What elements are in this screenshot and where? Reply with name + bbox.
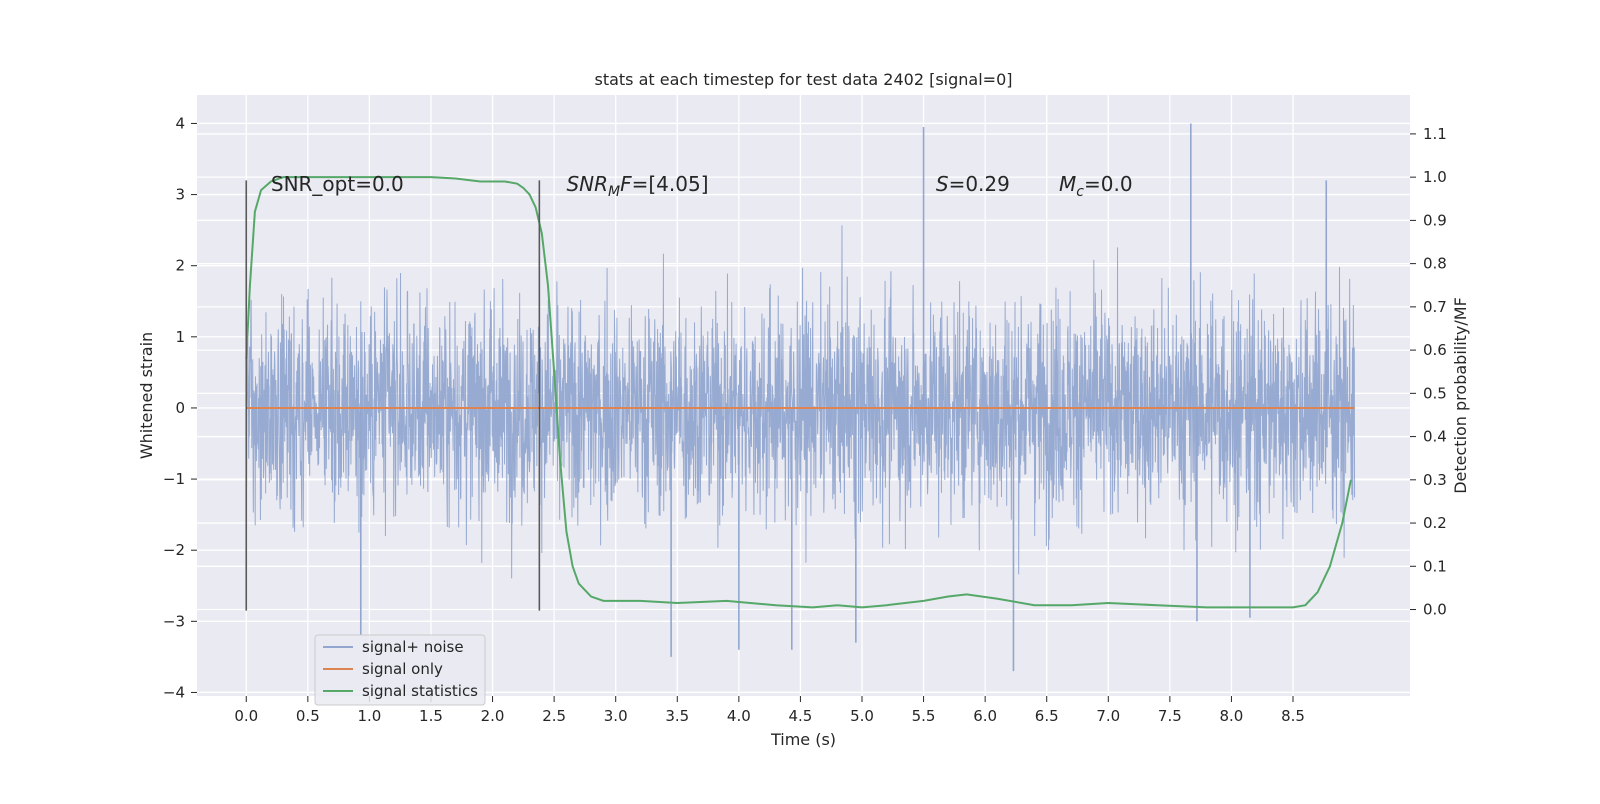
y-tick-label: 2 <box>175 257 185 275</box>
x-tick-label: 0.5 <box>296 707 320 725</box>
y-right-tick-label: 0.1 <box>1423 557 1447 575</box>
y-right-tick-label: 0.0 <box>1423 601 1447 619</box>
x-tick-label: 6.0 <box>973 707 997 725</box>
x-tick-label: 3.5 <box>665 707 689 725</box>
x-tick-label: 6.5 <box>1035 707 1059 725</box>
y-right-tick-label: 0.5 <box>1423 384 1447 402</box>
series-signal-noise <box>245 123 1356 672</box>
legend-box <box>314 634 486 706</box>
y-tick-label: 0 <box>175 399 185 417</box>
y-axis-title: Whitened strain <box>137 332 156 459</box>
y-tick-label: 3 <box>175 186 185 204</box>
x-tick-label: 1.5 <box>419 707 443 725</box>
x-tick-label: 2.5 <box>542 707 566 725</box>
x-tick-label: 4.0 <box>727 707 751 725</box>
x-tick-label: 7.5 <box>1158 707 1182 725</box>
y-right-tick-label: 0.6 <box>1423 341 1447 359</box>
annotation-part: SNR_opt=0.0 <box>271 172 404 196</box>
y-right-tick-label: 0.7 <box>1423 298 1447 316</box>
y-right-tick-label: 0.9 <box>1423 211 1447 229</box>
series-signal-statistics <box>245 176 1352 609</box>
x-tick-label: 8.0 <box>1220 707 1244 725</box>
annotation-part: =0.29 <box>949 172 1010 196</box>
axes: 0.0 0.5 1.0 1.5 2.0 2.5 3.0 3.5 4.0 4.5 5.0 5.5 6.0 6… <box>163 114 1447 725</box>
annotation: Mc=0.0 <box>1059 172 1133 200</box>
annotation-part: =0.0 <box>1084 172 1133 196</box>
annotation: SNRMF=[4.05] <box>566 172 708 200</box>
annotation: SNR_opt=0.0 <box>271 172 404 196</box>
legend-label: signal statistics <box>362 682 478 700</box>
y-tick-label: −4 <box>163 683 185 701</box>
annotation-part: M <box>608 184 620 200</box>
annotation-part: F <box>620 172 632 196</box>
annotation-part: M <box>1059 172 1076 196</box>
annotation: S=0.29 <box>936 172 1010 196</box>
x-tick-label: 1.0 <box>357 707 381 725</box>
y-tick-label: −2 <box>163 541 185 559</box>
x-tick-label: 8.5 <box>1281 707 1305 725</box>
marker-lines <box>245 180 541 611</box>
x-tick-label: 5.0 <box>850 707 874 725</box>
x-tick-label: 7.0 <box>1096 707 1120 725</box>
y-right-axis-title: Detection probability/MF <box>1451 297 1470 494</box>
annotations: SNR_opt=0.0 SNRMF=[4.05] S=0.29 Mc=0.0 <box>271 172 1133 200</box>
series-lines <box>245 176 1355 609</box>
x-tick-label: 0.0 <box>234 707 258 725</box>
y-tick-label: 4 <box>175 114 185 132</box>
x-tick-label: 2.0 <box>481 707 505 725</box>
legend-label: signal+ noise <box>362 638 464 656</box>
legend: signal+ noise signal only signal statistic… <box>314 634 486 706</box>
x-axis-title: Time (s) <box>770 730 836 749</box>
y-right-tick-label: 0.3 <box>1423 471 1447 489</box>
x-tick-label: 3.0 <box>604 707 628 725</box>
y-right-tick-label: 1.0 <box>1423 168 1447 186</box>
annotation-part: SNR <box>566 172 608 196</box>
y-tick-label: 1 <box>175 328 185 346</box>
y-tick-label: −1 <box>163 470 185 488</box>
y-tick-label: −3 <box>163 612 185 630</box>
y-right-tick-label: 1.1 <box>1423 125 1447 143</box>
x-tick-label: 4.5 <box>788 707 812 725</box>
y-right-tick-label: 0.2 <box>1423 514 1447 532</box>
annotation-part: S <box>936 172 949 196</box>
x-tick-label: 5.5 <box>912 707 936 725</box>
legend-label: signal only <box>362 660 443 678</box>
annotation-part: =[4.05] <box>632 172 709 196</box>
chart-title: stats at each timestep for test data 240… <box>594 70 1012 89</box>
y-right-tick-label: 0.4 <box>1423 428 1447 446</box>
y-right-tick-label: 0.8 <box>1423 255 1447 273</box>
annotation-part: c <box>1076 184 1084 200</box>
